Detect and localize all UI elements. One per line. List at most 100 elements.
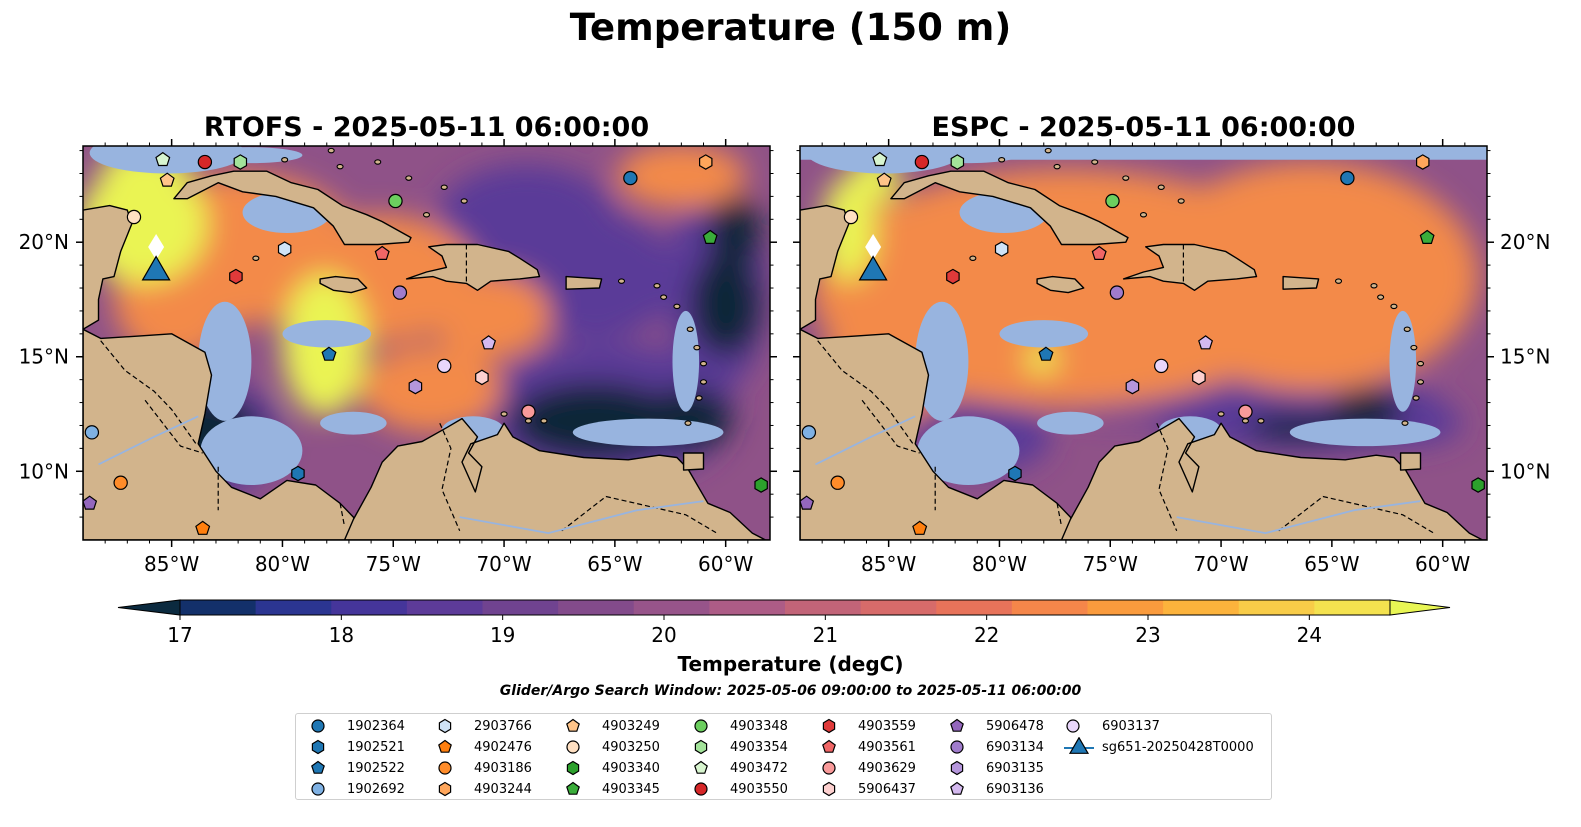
- map-panel-rtofs: 85°W 80°W 75°W 70°W 65°W 60°W 20°N 15°N 10°N: [19, 139, 777, 576]
- legend-label: 1902522: [347, 760, 405, 776]
- border-line: [144, 399, 203, 454]
- legend-marker-icon: [694, 739, 708, 755]
- legend-label: 4903345: [602, 781, 660, 797]
- island: [1241, 418, 1249, 424]
- island: [693, 344, 701, 351]
- legend-label: 4902476: [474, 739, 532, 755]
- island: [524, 418, 532, 424]
- float-marker-4902476: [195, 520, 211, 535]
- float-marker-4903472: [155, 151, 171, 167]
- float-marker-4903250: [126, 209, 142, 225]
- lat-tick-label: 15°N: [1500, 345, 1550, 369]
- legend-marker-icon: [950, 760, 964, 776]
- legend-marker-icon: [694, 719, 708, 733]
- float-marker-4903354: [233, 154, 248, 170]
- float-marker-6903136: [1198, 335, 1214, 350]
- map-frame: [82, 145, 771, 541]
- legend-label: 4903250: [602, 739, 660, 755]
- legend-label: 4903340: [602, 760, 660, 776]
- legend-circle-icon: [694, 782, 708, 796]
- legend-pentagon-icon: [311, 760, 325, 774]
- legend-label: 4903249: [602, 718, 660, 734]
- legend-item: 4903629: [820, 758, 916, 778]
- legend-item: 4903348: [692, 716, 788, 736]
- lon-tick-label: 70°W: [1193, 552, 1248, 576]
- legend-marker-icon: [438, 781, 452, 797]
- legend-marker-icon: [950, 718, 964, 732]
- float-marker-4903354: [950, 154, 965, 170]
- legend-label: 6903134: [986, 739, 1044, 755]
- colorbar-segment: [1087, 600, 1164, 615]
- float-marker-1902364: [1340, 170, 1355, 186]
- colorbar-tick-label: 17: [167, 623, 192, 647]
- float-marker-4903244: [698, 154, 713, 170]
- border-line: [1156, 422, 1178, 532]
- shelf-water: [1037, 411, 1104, 435]
- legend-label: 4903186: [474, 760, 532, 776]
- float-marker-4903348: [1105, 193, 1120, 209]
- float-marker-4903186: [113, 475, 128, 490]
- shelf-water: [572, 418, 724, 447]
- island: [1334, 278, 1343, 284]
- float-marker-6903134: [1109, 285, 1125, 300]
- legend-item: 6903134: [948, 737, 1044, 757]
- land-puerto-rico: [565, 275, 603, 290]
- glider-track-icon: [148, 233, 165, 260]
- legend-item: 4903472: [692, 758, 788, 778]
- float-marker-4903472: [872, 151, 888, 167]
- lon-tick-label: 75°W: [1083, 552, 1138, 576]
- land-hispaniola: [405, 243, 541, 292]
- panel-title-espc: ESPC - 2025-05-11 06:00:00: [931, 112, 1356, 143]
- shelf-water: [672, 310, 700, 412]
- island: [440, 184, 448, 190]
- lat-tick-label: 10°N: [1500, 459, 1550, 483]
- legend-marker-icon: [950, 740, 964, 754]
- legend-label: 6903136: [986, 781, 1044, 797]
- island: [336, 163, 344, 170]
- legend-label: 4903348: [730, 718, 788, 734]
- island: [1370, 282, 1378, 289]
- legend-pentagon-icon: [566, 781, 580, 795]
- shelf-water: [320, 411, 387, 435]
- legend-pentagon-icon: [950, 718, 964, 732]
- legend-item: 6903135: [948, 758, 1044, 778]
- legend-pentagon-icon: [438, 739, 452, 753]
- border-line: [100, 340, 197, 445]
- legend-marker-icon: [694, 760, 708, 774]
- legend-marker-icon: [566, 718, 580, 732]
- island: [1091, 159, 1099, 165]
- legend-item: 4903250: [564, 737, 660, 757]
- legend-item: sg651-20250428T0000: [1064, 737, 1254, 757]
- colorbar-tick-label: 20: [651, 623, 676, 647]
- legend-marker-icon: [438, 761, 452, 775]
- island: [699, 360, 708, 367]
- map-panel-espc: 85°W 80°W 75°W 70°W 65°W 60°W 20°N 15°N 10°N: [793, 139, 1550, 576]
- legend-label: 5906437: [858, 781, 916, 797]
- lat-tick-label: 20°N: [1500, 230, 1550, 254]
- float-marker-4903186: [830, 475, 845, 490]
- legend-marker-icon: [438, 739, 452, 753]
- legend-circle-icon: [311, 719, 325, 733]
- island: [1377, 294, 1385, 300]
- colorbar-segment: [785, 600, 862, 615]
- colorbar-tick-label: 19: [490, 623, 515, 647]
- land-jamaica: [1036, 275, 1085, 294]
- legend-marker-icon: [311, 782, 325, 796]
- legend-circle-icon: [950, 740, 964, 754]
- legend-marker-icon: [311, 739, 325, 755]
- island: [1157, 184, 1165, 190]
- float-marker-4903348: [388, 193, 403, 209]
- land-yucatan: [83, 204, 133, 331]
- land-jamaica: [319, 275, 368, 294]
- land-cuba: [890, 170, 1129, 246]
- float-marker-4903561: [1091, 245, 1107, 261]
- legend-marker-icon: [822, 761, 836, 775]
- colorbar-segment: [1238, 600, 1315, 615]
- colorbar-segment: [482, 600, 559, 615]
- land-puerto-rico: [1282, 275, 1320, 290]
- island: [1403, 326, 1411, 333]
- shelf-water: [196, 147, 303, 164]
- float-marker-4903249: [159, 172, 175, 187]
- legend-marker-icon: [822, 739, 836, 753]
- shelf-water: [198, 301, 252, 421]
